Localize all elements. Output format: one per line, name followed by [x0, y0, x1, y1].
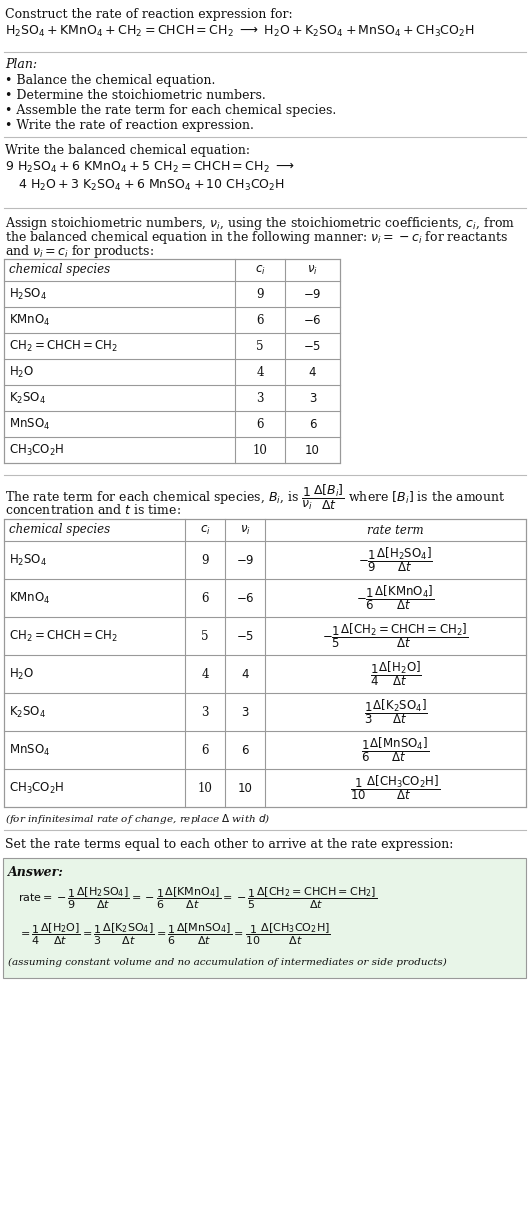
- Text: 3: 3: [241, 706, 249, 718]
- Text: 4: 4: [241, 668, 249, 680]
- Text: 4: 4: [256, 366, 264, 378]
- Text: $\nu_i$: $\nu_i$: [240, 524, 250, 537]
- Text: • Assemble the rate term for each chemical species.: • Assemble the rate term for each chemic…: [5, 103, 336, 117]
- Text: $\mathrm{rate} = -\dfrac{1}{9}\dfrac{\Delta[\mathrm{H_2SO_4}]}{\Delta t}= -\dfra: $\mathrm{rate} = -\dfrac{1}{9}\dfrac{\De…: [18, 886, 377, 912]
- Text: 6: 6: [256, 418, 264, 430]
- Text: The rate term for each chemical species, $B_i$, is $\dfrac{1}{\nu_i}\dfrac{\Delt: The rate term for each chemical species,…: [5, 483, 506, 513]
- Text: $\mathrm{CH_3CO_2H}$: $\mathrm{CH_3CO_2H}$: [9, 780, 65, 796]
- Text: 4: 4: [309, 366, 316, 378]
- Text: $\mathrm{CH_3CO_2H}$: $\mathrm{CH_3CO_2H}$: [9, 442, 65, 457]
- Text: $\mathrm{KMnO_4}$: $\mathrm{KMnO_4}$: [9, 313, 50, 328]
- Text: 3: 3: [256, 392, 264, 404]
- Text: $\mathrm{K_2SO_4}$: $\mathrm{K_2SO_4}$: [9, 705, 46, 719]
- Text: $\dfrac{1}{4}\dfrac{\Delta[\mathrm{H_2O}]}{\Delta t}$: $\dfrac{1}{4}\dfrac{\Delta[\mathrm{H_2O}…: [369, 659, 421, 689]
- Text: and $\nu_i = c_i$ for products:: and $\nu_i = c_i$ for products:: [5, 243, 154, 260]
- Text: 3: 3: [201, 706, 209, 718]
- Text: Construct the rate of reaction expression for:: Construct the rate of reaction expressio…: [5, 7, 293, 21]
- Text: $-\dfrac{1}{9}\dfrac{\Delta[\mathrm{H_2SO_4}]}{\Delta t}$: $-\dfrac{1}{9}\dfrac{\Delta[\mathrm{H_2S…: [358, 546, 433, 574]
- Text: $c_i$: $c_i$: [200, 524, 210, 537]
- Text: • Write the rate of reaction expression.: • Write the rate of reaction expression.: [5, 120, 254, 132]
- Text: $\mathrm{MnSO_4}$: $\mathrm{MnSO_4}$: [9, 416, 50, 431]
- Text: 10: 10: [305, 444, 320, 457]
- Text: Assign stoichiometric numbers, $\nu_i$, using the stoichiometric coefficients, $: Assign stoichiometric numbers, $\nu_i$, …: [5, 216, 515, 232]
- Text: $\mathrm{H_2O}$: $\mathrm{H_2O}$: [9, 667, 34, 681]
- Text: concentration and $t$ is time:: concentration and $t$ is time:: [5, 503, 181, 517]
- Text: $\mathrm{MnSO_4}$: $\mathrm{MnSO_4}$: [9, 743, 50, 758]
- Text: Write the balanced chemical equation:: Write the balanced chemical equation:: [5, 144, 250, 156]
- Text: $\mathrm{H_2SO_4 + KMnO_4 + CH_2{=}CHCH{=}CH_2 \ \longrightarrow \ H_2O + K_2SO_: $\mathrm{H_2SO_4 + KMnO_4 + CH_2{=}CHCH{…: [5, 23, 475, 39]
- Text: 6: 6: [309, 418, 316, 430]
- Text: $\mathrm{9\ H_2SO_4 + 6\ KMnO_4 + 5\ CH_2{=}CHCH{=}CH_2 \ \longrightarrow}$: $\mathrm{9\ H_2SO_4 + 6\ KMnO_4 + 5\ CH_…: [5, 160, 295, 175]
- Text: $\mathrm{H_2SO_4}$: $\mathrm{H_2SO_4}$: [9, 287, 47, 302]
- Text: $-9$: $-9$: [303, 287, 322, 301]
- Text: $\mathrm{KMnO_4}$: $\mathrm{KMnO_4}$: [9, 590, 50, 606]
- Text: $-5$: $-5$: [303, 340, 322, 352]
- Bar: [4, 259, 340, 463]
- Text: $\dfrac{1}{10}\dfrac{\Delta[\mathrm{CH_3CO_2H}]}{\Delta t}$: $\dfrac{1}{10}\dfrac{\Delta[\mathrm{CH_3…: [350, 774, 440, 802]
- Text: 9: 9: [201, 553, 209, 567]
- Bar: [4, 519, 526, 807]
- Text: $-6$: $-6$: [303, 313, 322, 326]
- Text: $c_i$: $c_i$: [254, 264, 266, 276]
- Text: 6: 6: [201, 743, 209, 756]
- Text: $-9$: $-9$: [236, 553, 254, 567]
- Text: 5: 5: [201, 630, 209, 643]
- Text: $\dfrac{1}{6}\dfrac{\Delta[\mathrm{MnSO_4}]}{\Delta t}$: $\dfrac{1}{6}\dfrac{\Delta[\mathrm{MnSO_…: [361, 736, 430, 764]
- Text: 6: 6: [241, 743, 249, 756]
- Text: $\mathrm{CH_2{=}CHCH{=}CH_2}$: $\mathrm{CH_2{=}CHCH{=}CH_2}$: [9, 628, 118, 643]
- Text: Set the rate terms equal to each other to arrive at the rate expression:: Set the rate terms equal to each other t…: [5, 838, 453, 851]
- Text: 5: 5: [256, 340, 264, 352]
- Text: 6: 6: [201, 591, 209, 605]
- Text: $\mathrm{H_2SO_4}$: $\mathrm{H_2SO_4}$: [9, 552, 47, 568]
- Text: $-\dfrac{1}{6}\dfrac{\Delta[\mathrm{KMnO_4}]}{\Delta t}$: $-\dfrac{1}{6}\dfrac{\Delta[\mathrm{KMnO…: [356, 584, 435, 612]
- Text: $-5$: $-5$: [236, 630, 254, 643]
- Text: 10: 10: [237, 781, 252, 795]
- Text: $\mathrm{CH_2{=}CHCH{=}CH_2}$: $\mathrm{CH_2{=}CHCH{=}CH_2}$: [9, 339, 118, 354]
- Text: chemical species: chemical species: [9, 524, 110, 536]
- Text: rate term: rate term: [367, 524, 424, 536]
- Text: 10: 10: [253, 444, 268, 457]
- Bar: [3, 857, 526, 978]
- Text: $-6$: $-6$: [236, 591, 254, 605]
- Text: chemical species: chemical species: [9, 264, 110, 276]
- Text: 6: 6: [256, 313, 264, 326]
- Text: • Balance the chemical equation.: • Balance the chemical equation.: [5, 74, 215, 87]
- Text: $\dfrac{1}{3}\dfrac{\Delta[\mathrm{K_2SO_4}]}{\Delta t}$: $\dfrac{1}{3}\dfrac{\Delta[\mathrm{K_2SO…: [364, 697, 428, 727]
- Text: $\nu_i$: $\nu_i$: [307, 264, 318, 276]
- Text: Answer:: Answer:: [8, 866, 64, 878]
- Text: $\mathrm{4\ H_2O + 3\ K_2SO_4 + 6\ MnSO_4 + 10\ CH_3CO_2H}$: $\mathrm{4\ H_2O + 3\ K_2SO_4 + 6\ MnSO_…: [18, 177, 285, 193]
- Text: (for infinitesimal rate of change, replace $\Delta$ with $d$): (for infinitesimal rate of change, repla…: [5, 812, 270, 825]
- Text: $= \dfrac{1}{4}\dfrac{\Delta[\mathrm{H_2O}]}{\Delta t}= \dfrac{1}{3}\dfrac{\Delt: $= \dfrac{1}{4}\dfrac{\Delta[\mathrm{H_2…: [18, 922, 331, 947]
- Text: Plan:: Plan:: [5, 58, 37, 71]
- Text: 3: 3: [309, 392, 316, 404]
- Text: $\mathrm{K_2SO_4}$: $\mathrm{K_2SO_4}$: [9, 391, 46, 405]
- Text: $-\dfrac{1}{5}\dfrac{\Delta[\mathrm{CH_2{=}CHCH{=}CH_2}]}{\Delta t}$: $-\dfrac{1}{5}\dfrac{\Delta[\mathrm{CH_2…: [322, 622, 469, 650]
- Text: 4: 4: [201, 668, 209, 680]
- Text: the balanced chemical equation in the following manner: $\nu_i = -c_i$ for react: the balanced chemical equation in the fo…: [5, 229, 508, 246]
- Text: • Determine the stoichiometric numbers.: • Determine the stoichiometric numbers.: [5, 89, 266, 102]
- Text: 10: 10: [198, 781, 213, 795]
- Text: $\mathrm{H_2O}$: $\mathrm{H_2O}$: [9, 365, 34, 379]
- Text: (assuming constant volume and no accumulation of intermediates or side products): (assuming constant volume and no accumul…: [8, 958, 447, 967]
- Text: 9: 9: [256, 287, 264, 301]
